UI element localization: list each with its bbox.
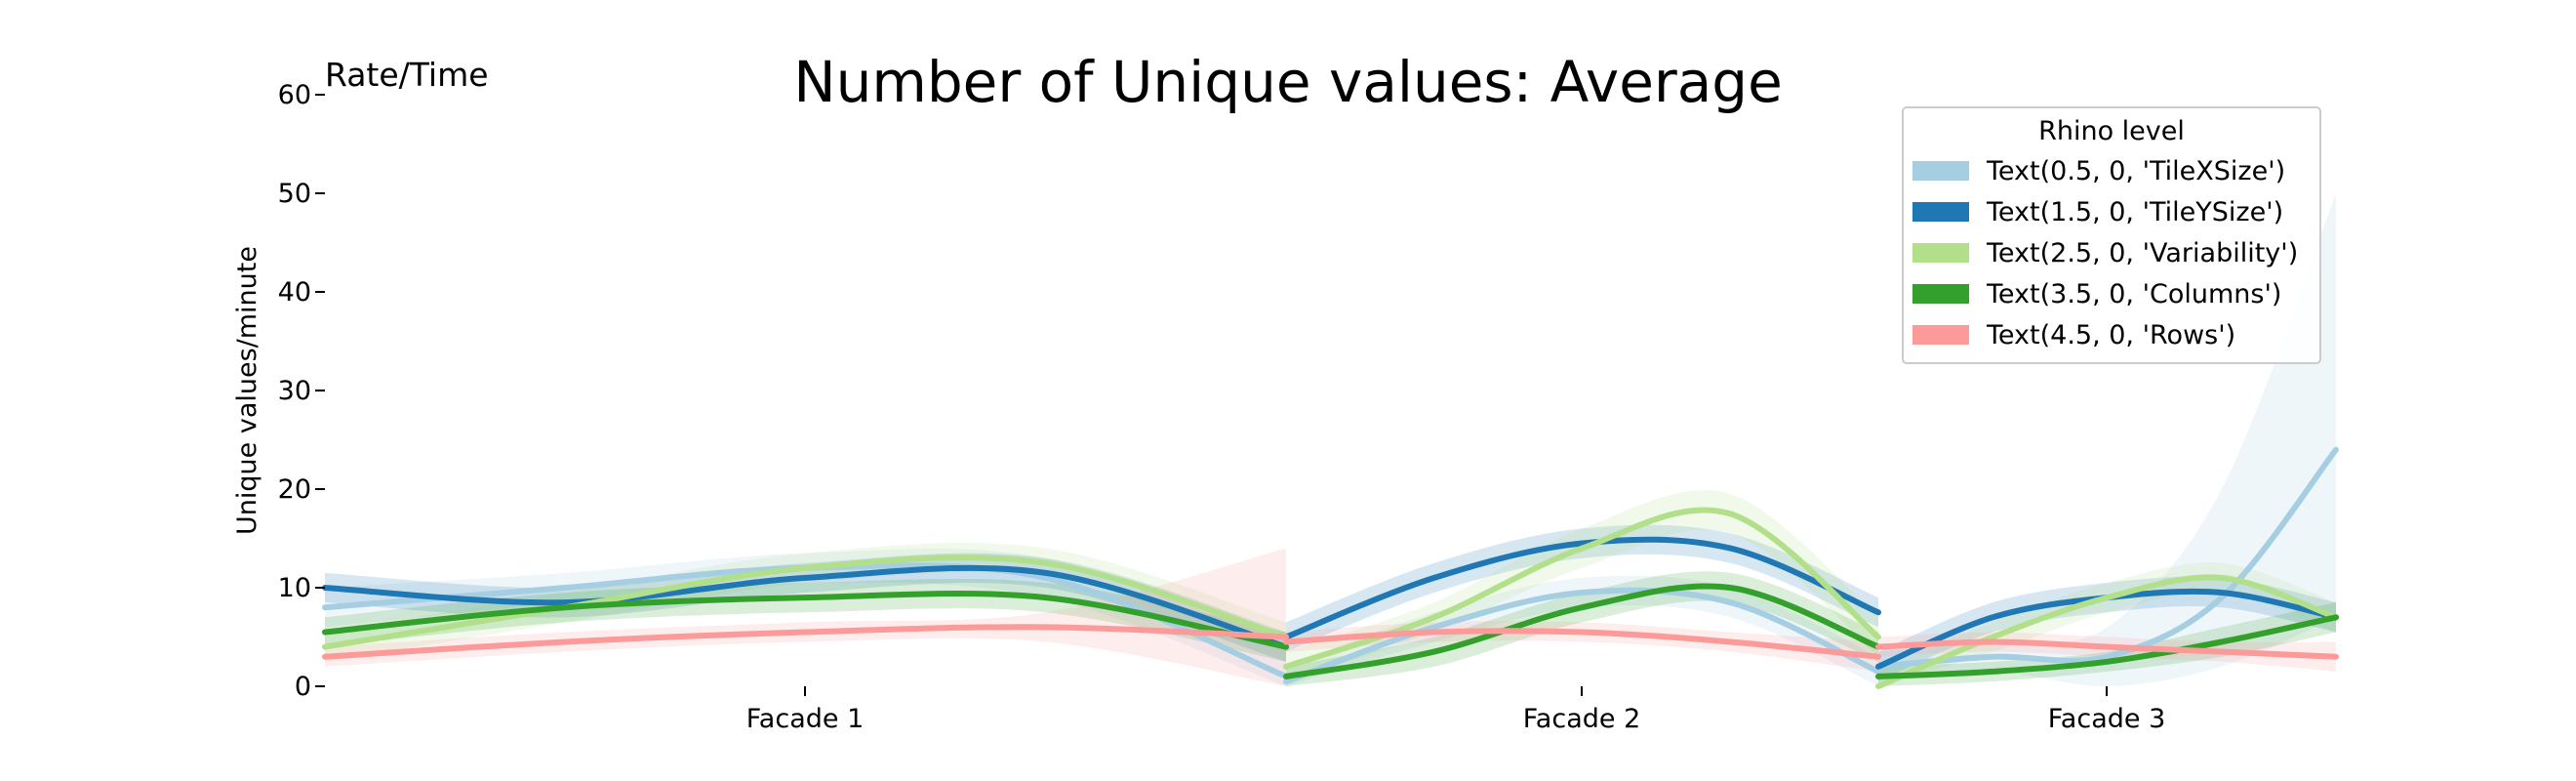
y-tick-label-0: 0	[295, 672, 311, 702]
legend-entry-2: Text(2.5, 0, 'Variability')	[1986, 238, 2298, 268]
x-tick-label-0: Facade 1	[746, 704, 865, 734]
legend-entry-4: Text(4.5, 0, 'Rows')	[1986, 320, 2235, 350]
legend-swatch-0	[1912, 161, 1969, 181]
band-s2-p1	[1286, 490, 1878, 681]
y-tick-label-5: 50	[278, 179, 311, 209]
band-s2-p2	[1878, 562, 2336, 686]
y-axis: 0 10 20 30 40 50 60	[278, 80, 325, 702]
legend-entry-3: Text(3.5, 0, 'Columns')	[1986, 279, 2281, 309]
x-axis: Facade 1 Facade 2 Facade 3	[746, 686, 2166, 734]
line-s3-p1	[1283, 583, 1881, 679]
legend-entry-1: Text(1.5, 0, 'TileYSize')	[1986, 197, 2283, 227]
legend-swatch-3	[1912, 284, 1969, 304]
line-s3-p0	[322, 590, 1289, 650]
x-tick-label-2: Facade 3	[2048, 704, 2166, 734]
series-lines	[322, 446, 2339, 689]
line-s4-p1	[1283, 628, 1881, 660]
line-s3-p2	[1875, 614, 2339, 679]
y-tick-label-2: 20	[278, 474, 311, 505]
legend-frame	[1902, 106, 2321, 364]
line-s0-p2	[1875, 446, 2339, 670]
band-s0-p0	[325, 549, 1286, 686]
chart-title: Number of Unique values: Average	[793, 49, 1783, 115]
band-s4-p0	[325, 548, 1286, 686]
line-s2-p2	[1875, 574, 2339, 689]
line-s4-p2	[1875, 638, 2339, 660]
legend-swatch-2	[1912, 243, 1969, 263]
line-s0-p1	[1283, 587, 1881, 684]
corner-label: Rate/Time	[325, 56, 489, 94]
band-s0-p2	[1878, 193, 2336, 687]
legend: Rhino level Text(0.5, 0, 'TileXSize')Tex…	[1902, 106, 2321, 364]
y-axis-label: Unique values/minute	[232, 246, 262, 535]
y-tick-label-6: 60	[278, 80, 311, 110]
legend-swatch-4	[1912, 325, 1969, 345]
band-s3-p2	[1878, 602, 2336, 686]
line-s1-p1	[1283, 536, 1881, 640]
x-tick-label-1: Facade 2	[1523, 704, 1641, 734]
line-s4-p0	[322, 624, 1289, 660]
legend-swatch-1	[1912, 202, 1969, 222]
band-s1-p1	[1286, 524, 1878, 652]
y-tick-label-4: 40	[278, 277, 311, 308]
band-s1-p2	[1878, 576, 2336, 681]
y-tick-label-1: 10	[278, 573, 311, 603]
y-tick-label-3: 30	[278, 376, 311, 406]
legend-title: Rhino level	[2038, 116, 2185, 146]
line-s1-p0	[322, 564, 1289, 650]
legend-items: Text(0.5, 0, 'TileXSize') Text(1.5, 0, 'T…	[1912, 156, 2298, 350]
line-s2-p0	[322, 555, 1289, 650]
legend-entry-0: Text(0.5, 0, 'TileXSize')	[1986, 156, 2285, 186]
